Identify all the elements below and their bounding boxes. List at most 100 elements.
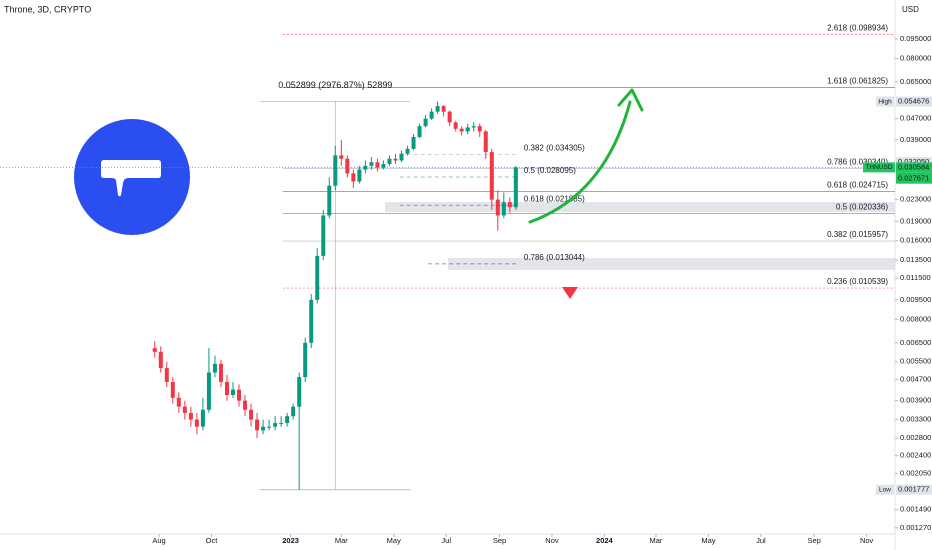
candle-body: [381, 164, 386, 168]
badge-name-box: [876, 484, 894, 495]
price-badge: [896, 484, 932, 495]
candle-body: [441, 106, 446, 112]
y-tick-label: 0.039000: [900, 135, 931, 144]
y-tick-label: 0.023000: [900, 195, 931, 204]
chart-title: Throne, 3D, CRYPTO: [4, 4, 91, 14]
price-badge: [896, 96, 932, 107]
y-tick-label: 0.005500: [900, 357, 931, 366]
x-tick-label: Mar: [650, 536, 663, 545]
price-badge: [896, 173, 932, 184]
candle-body: [411, 136, 416, 149]
candle-body: [212, 363, 217, 373]
fib-label: 0.382 (0.015957): [827, 230, 888, 239]
fib-label: 1.618 (0.061825): [827, 77, 888, 86]
y-tick-label: 0.013500: [900, 255, 931, 264]
candle-body: [273, 423, 278, 427]
candle-body: [237, 389, 242, 401]
price-badge-label: 0.054676: [898, 97, 929, 106]
badge-name-box: [863, 162, 895, 173]
candle-body: [152, 348, 157, 352]
candle-body: [279, 423, 284, 425]
badge-name: Low: [879, 486, 891, 493]
y-tick-label: 0.011500: [900, 273, 931, 282]
price-badge: [896, 162, 932, 173]
fib-label: 0.5 (0.020336): [836, 203, 888, 212]
y-tick-label: 0.004700: [900, 375, 931, 384]
candle-body: [387, 158, 392, 165]
candle-body: [507, 202, 512, 208]
candle-body: [423, 118, 428, 127]
x-tick-label: Sep: [493, 536, 506, 545]
candle-body: [200, 409, 205, 427]
fib-label: 0.618 (0.021885): [524, 194, 585, 203]
x-tick-label: Jul: [756, 536, 766, 545]
candle-body: [206, 372, 211, 410]
candle-body: [297, 377, 302, 407]
candle-body: [176, 397, 181, 407]
candle-body: [182, 406, 187, 413]
x-tick-label: 2023: [282, 536, 299, 545]
candle-body: [218, 363, 223, 382]
y-tick-label: 0.002400: [900, 451, 931, 460]
price-badge-label: 0.030584: [898, 162, 929, 171]
y-tick-label: 0.009500: [900, 295, 931, 304]
y-tick-label: 0.008000: [900, 314, 931, 323]
candle-body: [339, 155, 344, 159]
candle-body: [261, 426, 266, 431]
y-tick-label: 0.003300: [900, 415, 931, 424]
fib-label: 0.382 (0.034305): [524, 143, 585, 152]
x-tick-label: 2024: [596, 536, 614, 545]
candle-body: [158, 351, 163, 369]
candle-body: [267, 426, 272, 428]
logo: [74, 119, 190, 235]
candle-body: [435, 106, 440, 112]
candle-body: [321, 215, 326, 256]
price-badge-label: 0.001777: [898, 485, 929, 494]
y-tick-label: 0.002800: [900, 433, 931, 442]
zone-band: [385, 202, 895, 212]
candle-body: [170, 381, 175, 398]
candle-body: [327, 185, 332, 216]
candle-body: [429, 111, 434, 119]
x-tick-label: Jul: [441, 536, 451, 545]
badge-name-box: [876, 96, 894, 107]
candle-body: [375, 162, 380, 168]
candle-body: [303, 342, 308, 378]
x-tick-label: May: [701, 536, 715, 545]
candle-body: [471, 126, 476, 128]
x-tick-label: Sep: [808, 536, 821, 545]
candle-body: [230, 389, 235, 396]
y-tick-label: 0.080000: [900, 53, 931, 62]
x-tick-label: Nov: [545, 536, 559, 545]
candle-body: [249, 409, 254, 420]
candle-body: [465, 127, 470, 132]
badge-name: High: [878, 98, 892, 105]
down-marker: [562, 287, 578, 299]
candle-body: [291, 406, 296, 417]
x-tick-label: Mar: [335, 536, 348, 545]
price-badge: [896, 157, 932, 168]
candle-body: [447, 111, 452, 123]
candle-body: [164, 368, 169, 382]
candle-body: [309, 299, 314, 343]
candle-body: [399, 153, 404, 161]
candle-body: [501, 202, 506, 216]
candle-body: [224, 381, 229, 396]
y-tick-label: 0.002050: [900, 469, 931, 478]
currency: USD: [902, 5, 919, 14]
candle-body: [345, 158, 350, 174]
candle-body: [255, 419, 260, 431]
logo-icon: [101, 160, 161, 197]
fib-label: 0.236 (0.010539): [827, 277, 888, 286]
candle-body: [369, 162, 374, 166]
fib-label: 2.618 (0.098934): [827, 23, 888, 32]
candle-body: [477, 126, 482, 132]
forecast-arrow: [528, 100, 632, 224]
fib-label: 0.5 (0.028095): [524, 166, 576, 175]
candle-body: [333, 155, 338, 186]
x-tick-label: Nov: [860, 536, 874, 545]
price-badge-label: 0.027671: [898, 174, 929, 183]
y-tick-label: 0.003900: [900, 396, 931, 405]
